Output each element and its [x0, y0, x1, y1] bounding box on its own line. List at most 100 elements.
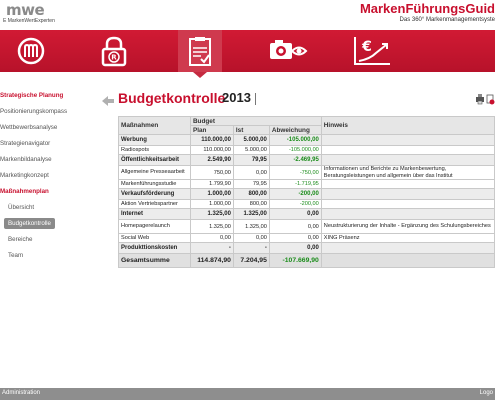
active-nav-indicator [193, 72, 207, 78]
cell-massnahme: Produkttionskosten [118, 242, 191, 254]
back-arrow-icon[interactable] [102, 93, 114, 111]
table-row[interactable]: Radiospots 110.000,00 5.000,00 -105.000,00 [118, 145, 495, 155]
table-group-row[interactable]: Öffentlichkeitsarbeit 2.549,90 79,95 -2.469… [118, 154, 495, 166]
cell-hinweis [320, 188, 495, 200]
company-logo[interactable]: mwe [6, 1, 45, 19]
svg-text:R: R [111, 54, 117, 62]
cell-abweichung: -200,00 [268, 188, 322, 200]
cell-abweichung: 0,00 [268, 208, 322, 220]
cell-sum-hinweis [320, 253, 495, 268]
cell-hinweis: Neustrukturierung der Inhalte - Ergänzun… [320, 219, 495, 234]
cell-massnahme: Allgemeine Presseaarbeit [118, 165, 191, 180]
cell-plan: 110.000,00 [189, 145, 234, 155]
sidebar-item[interactable]: Übersicht [0, 200, 80, 216]
sidebar-item-label: Übersicht [8, 204, 35, 211]
cell-ist: 800,00 [232, 199, 270, 209]
cell-hinweis: Informationen und Berichte zu Markenbewe… [320, 165, 495, 180]
sidebar-item[interactable]: Wettbewerbsanalyse [0, 124, 58, 131]
budget-table-container: Maßnahmen Budget Hinweis Plan Ist Abweic… [118, 116, 495, 268]
sidebar-item[interactable]: Markenbildanalyse [0, 156, 52, 163]
year-select-caret-icon[interactable] [255, 93, 261, 105]
footer-administration-link[interactable]: Administration [2, 390, 41, 396]
sidebar-item[interactable]: Marketingkonzept [0, 172, 49, 179]
table-group-row[interactable]: Internet 1.325,00 1.325,00 0,00 [118, 208, 495, 220]
toolbar-icons [476, 92, 495, 110]
table-sum-row: Gesamtsumme 114.874,90 7.204,95 -107.669,90 [118, 253, 495, 268]
cell-sum-ist: 7.204,95 [232, 253, 270, 268]
cell-abweichung: -750,00 [268, 165, 322, 180]
table-group-row[interactable]: Verkaufsförderung 1.000,00 800,00 -200,00 [118, 188, 495, 200]
sidebar-item[interactable]: Team [0, 248, 80, 264]
nav-eye-camera-icon[interactable] [268, 35, 308, 67]
cell-massnahme: Werbung [118, 134, 191, 146]
header-plan: Plan [189, 125, 234, 135]
sidebar-item[interactable]: Maßnahmenplan [0, 188, 49, 195]
sidebar: Strategische Planung Positionierungskompa… [0, 88, 80, 264]
sidebar-item[interactable]: Budgetkontrolle [0, 216, 80, 232]
cell-plan: 1.325,00 [189, 219, 234, 234]
sidebar-item[interactable]: Strategische Planung [0, 92, 64, 99]
cell-hinweis [320, 199, 495, 209]
cell-massnahme: Markenführungsstudie [118, 179, 191, 189]
table-row[interactable]: Markenführungsstudie 1.799,90 79,95 -1.719,… [118, 179, 495, 189]
footer-logout-link[interactable]: Logo [479, 390, 493, 396]
sidebar-item[interactable]: Strategienavigator [0, 140, 51, 147]
cell-plan: 1.000,00 [189, 188, 234, 200]
company-logo-subtitle: E MarkenWertExperten [3, 18, 55, 24]
product-subtitle: Das 360° Markenmanagementsyste [399, 17, 495, 23]
cell-ist: 79,95 [232, 179, 270, 189]
nav-lock-trademark-icon[interactable]: R [100, 35, 128, 67]
page-title: Budgetkontrolle [118, 90, 226, 106]
table-row[interactable]: Aktion Vertriebspartner 1.000,00 800,00 -20… [118, 199, 495, 209]
top-header: mwe E MarkenWertExperten MarkenFührungsG… [0, 0, 495, 30]
print-icon [476, 94, 484, 105]
header-budget: Budget [189, 116, 322, 126]
cell-hinweis [320, 179, 495, 189]
year-select[interactable]: 2013 [222, 90, 251, 105]
cell-ist: 5.000,00 [232, 134, 270, 146]
cell-ist: 800,00 [232, 188, 270, 200]
cell-ist: 1.325,00 [232, 219, 270, 234]
cell-plan: 0,00 [189, 233, 234, 243]
cell-abweichung: -2.469,95 [268, 154, 322, 166]
cell-plan: 750,00 [189, 165, 234, 180]
cell-plan: - [189, 242, 234, 254]
cell-ist: 5.000,00 [232, 145, 270, 155]
table-row[interactable]: Homepagerelaunch 1.325,00 1.325,00 0,00 Neus… [118, 219, 495, 234]
cell-abweichung: -200,00 [268, 199, 322, 209]
cell-massnahme: Homepagerelaunch [118, 219, 191, 234]
export-icon [486, 94, 495, 105]
main-navigation: R € [0, 30, 495, 72]
cell-abweichung: -105.000,00 [268, 134, 322, 146]
svg-text:€: € [361, 39, 372, 55]
cell-ist: 79,95 [232, 154, 270, 166]
nav-euro-growth-chart-icon[interactable]: € [352, 35, 392, 67]
cell-abweichung: 0,00 [268, 219, 322, 234]
cell-sum-abweichung: -107.669,90 [268, 253, 322, 268]
table-row[interactable]: Social Web 0,00 0,00 0,00 XING Präsenz [118, 233, 495, 243]
cell-hinweis [320, 154, 495, 166]
cell-plan: 110.000,00 [189, 134, 234, 146]
cell-hinweis [320, 145, 495, 155]
table-group-row[interactable]: Produkttionskosten - -0,00 [118, 242, 495, 254]
header-ist: Ist [232, 125, 270, 135]
cell-sum-label: Gesamtsumme [118, 253, 191, 268]
footer-bar: Administration Logo [0, 388, 495, 400]
sidebar-item[interactable]: Bereiche [0, 232, 80, 248]
cell-hinweis [320, 242, 495, 254]
nav-clipboard-checklist-icon[interactable] [178, 30, 222, 72]
table-group-row[interactable]: Werbung 110.000,00 5.000,00 -105.000,00 [118, 134, 495, 146]
sidebar-item[interactable]: Positionierungskompass [0, 108, 68, 115]
table-row[interactable]: Allgemeine Presseaarbeit 750,00 0,00 -750,0… [118, 165, 495, 180]
cell-sum-plan: 114.874,90 [189, 253, 234, 268]
header-abweichung: Abweichung [268, 125, 322, 135]
cell-plan: 1.325,00 [189, 208, 234, 220]
sidebar-item-label: Budgetkontrolle [4, 218, 55, 229]
cell-hinweis: XING Präsenz [320, 233, 495, 243]
nav-brand-circle-icon[interactable] [16, 35, 46, 67]
cell-hinweis [320, 134, 495, 146]
sidebar-item-label: Team [8, 252, 24, 259]
cell-ist: 0,00 [232, 233, 270, 243]
cell-abweichung: 0,00 [268, 233, 322, 243]
